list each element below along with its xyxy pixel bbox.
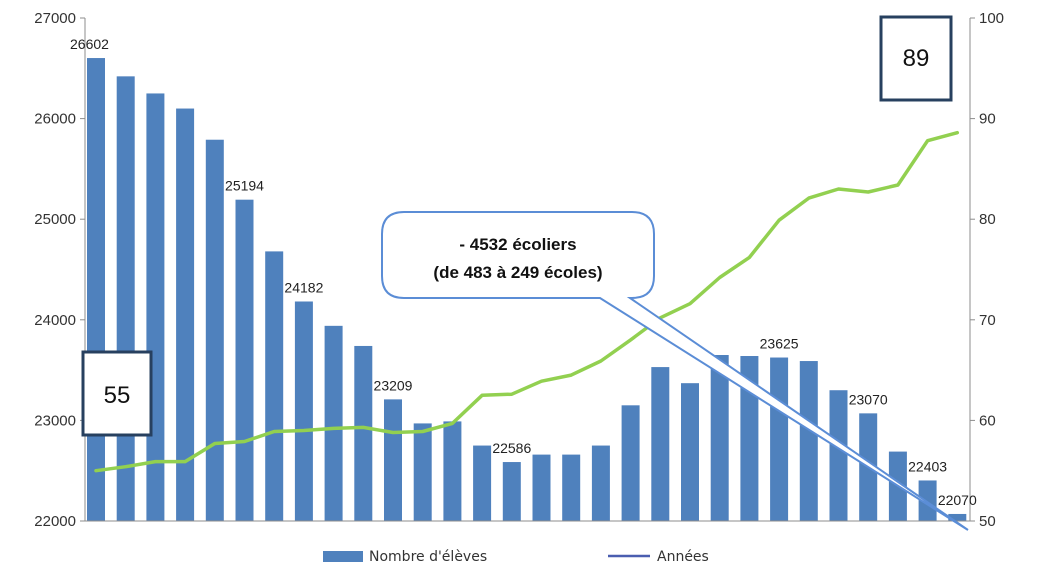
bar (176, 108, 195, 521)
right-tick-label: 60 (979, 412, 996, 429)
bar (918, 480, 937, 521)
bar (710, 355, 729, 521)
left-tick-label: 27000 (34, 10, 76, 27)
bar (681, 383, 699, 521)
bar (740, 356, 759, 521)
right-tick-label: 100 (979, 10, 1004, 27)
bar (443, 421, 462, 521)
callout-line-1: - 4532 écoliers (459, 235, 576, 254)
bar (265, 251, 284, 521)
data-label: 23070 (849, 391, 888, 407)
bar (87, 58, 105, 522)
right-tick-label: 90 (979, 111, 996, 128)
legend-label-bars: Nombre d'élèves (369, 549, 487, 565)
left-axis-tick-labels: 22000 23000 24000 25000 26000 27000 (34, 10, 76, 530)
bar (116, 76, 135, 522)
bar (591, 445, 610, 521)
bar (294, 301, 313, 521)
bar (413, 423, 432, 521)
data-labels: 26602 25194 24182 23209 22586 23625 23070 22403… (70, 36, 977, 508)
axes (80, 17, 975, 522)
data-label: 24182 (284, 279, 323, 295)
bar (473, 445, 492, 521)
bar (770, 357, 789, 521)
bar (235, 199, 254, 521)
legend: Nombre d'élèves Années (323, 549, 709, 565)
data-label: 22586 (492, 440, 531, 456)
data-label: 23209 (374, 377, 413, 393)
bar (562, 454, 581, 521)
data-label: 26602 (70, 36, 109, 52)
right-tick-label: 80 (979, 211, 996, 228)
left-tick-label: 24000 (34, 312, 76, 329)
left-tick-label: 25000 (34, 211, 76, 228)
end-value-box (879, 15, 953, 102)
start-value-text: 55 (104, 382, 131, 409)
right-axis-tick-labels: 50 60 70 80 90 100 (979, 10, 1004, 530)
bar (384, 399, 402, 521)
end-value-text: 89 (903, 45, 930, 72)
bar (146, 93, 165, 521)
left-tick-label: 22000 (34, 513, 76, 530)
bar (532, 454, 551, 521)
right-tick-label: 70 (979, 312, 996, 329)
legend-swatch-bars (323, 551, 363, 562)
bar (948, 513, 967, 521)
data-label: 25194 (225, 178, 264, 194)
bar (621, 405, 640, 521)
callout-line-2: (de 483 à 249 écoles) (433, 263, 602, 282)
bar (799, 361, 818, 521)
data-label: 22403 (908, 458, 947, 474)
callout: - 4532 écoliers (de 483 à 249 écoles) (381, 211, 969, 531)
bar (651, 367, 670, 521)
value-boxes: 55 89 (81, 15, 953, 437)
callout-bubble (381, 211, 969, 531)
right-tick-label: 50 (979, 513, 996, 530)
left-tick-label: 23000 (34, 412, 76, 429)
data-label: 22070 (938, 492, 977, 508)
bar (829, 390, 848, 521)
legend-label-line: Années (657, 549, 709, 565)
line-series (94, 130, 960, 473)
bar (502, 462, 521, 521)
bar (324, 325, 343, 521)
left-tick-label: 26000 (34, 111, 76, 128)
data-label: 23625 (760, 336, 799, 352)
line-series-path (94, 130, 960, 473)
bar (354, 345, 373, 521)
bar (205, 139, 224, 521)
start-value-box (81, 350, 153, 437)
